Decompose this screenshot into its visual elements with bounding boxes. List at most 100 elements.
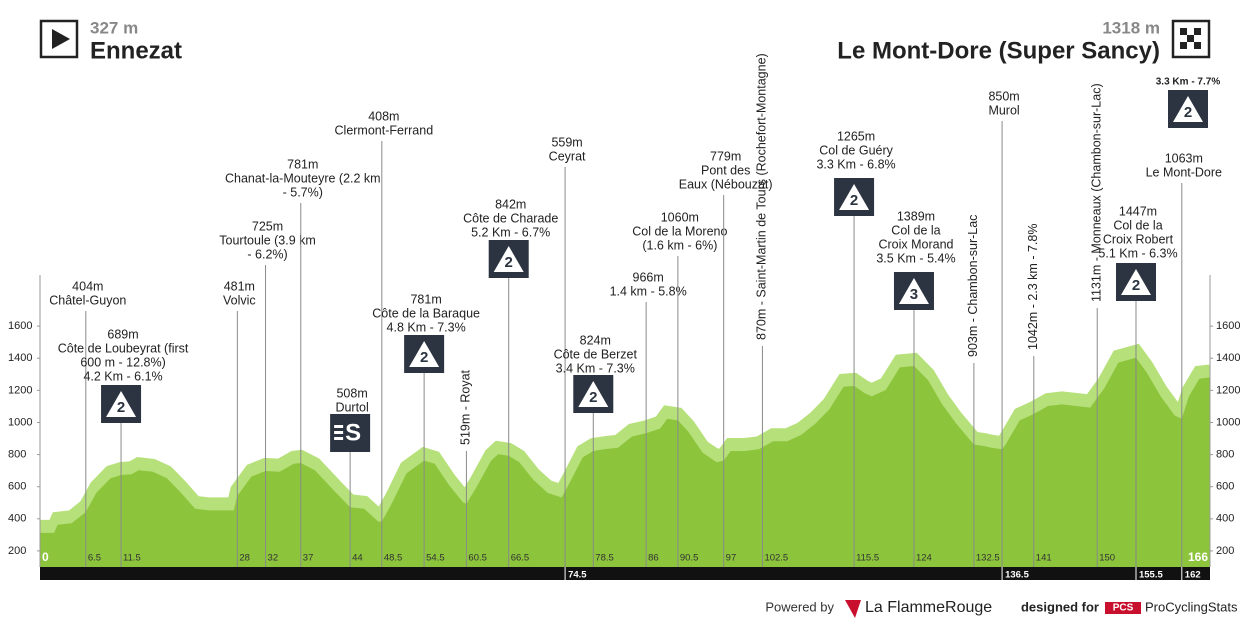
y-tick-label: 1400: [1216, 352, 1240, 364]
climb-label: 408m: [368, 109, 399, 123]
rotated-label: 903m - Chambon-sur-Lac: [966, 215, 980, 357]
y-tick-label: 400: [8, 513, 26, 525]
profile-edge: [40, 343, 1210, 534]
climb-label: 4.2 Km - 6.1%: [83, 369, 162, 383]
finish-town: Le Mont-Dore (Super Sancy): [837, 37, 1160, 64]
pcs-text: PCS: [1113, 603, 1134, 614]
climb-label: Murol: [988, 103, 1019, 117]
climb-label: Côte de la Baraque: [372, 306, 480, 320]
finish-climb: 3.3 Km - 7.7%: [1156, 77, 1221, 88]
climb-badge: 2: [101, 385, 142, 423]
climb-label: Côte de Berzet: [554, 347, 638, 361]
rotated-label: 870m - Saint-Martin de Tours (Rochefort-…: [755, 53, 769, 340]
badge-label: S: [345, 419, 361, 446]
climb-label: 1063m: [1165, 151, 1203, 165]
climb-badge: S: [330, 414, 371, 452]
badge-mountain: [839, 184, 870, 210]
y-tick-label: 800: [8, 448, 26, 460]
climb-label: 966m: [633, 270, 664, 284]
climb-badge: 2: [1115, 263, 1156, 301]
x-tick-label: 132.5: [976, 553, 1000, 564]
pcs-logo: [1105, 602, 1141, 614]
badge-mountain: [493, 246, 524, 272]
climb-label: 3.4 Km - 7.3%: [556, 361, 635, 375]
rotated-label: 519m - Royat: [459, 369, 473, 445]
designed-for: designed for: [1021, 599, 1099, 614]
bar-tick-label: 74.5: [568, 570, 587, 581]
climb-label: Col de Guéry: [819, 143, 893, 157]
climb-label: Durtol: [335, 400, 368, 414]
climb-label: Tourtoule (3.9 km: [219, 233, 316, 247]
climb-label: 3.3 Km - 6.8%: [816, 157, 895, 171]
climb-badge: 2: [834, 178, 875, 216]
x-tick-label: 124: [916, 553, 932, 564]
badge-label: 2: [589, 389, 597, 406]
climb-label: 3.5 Km - 5.4%: [876, 251, 955, 265]
badge-mountain: [409, 341, 440, 367]
x-tick-label: 32: [268, 553, 279, 564]
finish-icon: [1171, 19, 1211, 59]
climb-label: Eaux (Nébouzat): [679, 177, 773, 191]
climb-label: Croix Robert: [1103, 232, 1174, 246]
climb-label: 4.8 Km - 7.3%: [387, 320, 466, 334]
x-tick-label: 11.5: [123, 553, 141, 564]
climb-label: 1265m: [837, 129, 875, 143]
climb-badge: 2: [573, 375, 614, 413]
climb-label: 850m: [988, 89, 1019, 103]
profile-floor: [40, 557, 1210, 567]
badge-label: 2: [1184, 104, 1192, 121]
x-tick-label: 0: [42, 550, 49, 564]
climb-label: 559m: [551, 135, 582, 149]
climb-label: - 6.2%): [247, 247, 287, 261]
sprint-stripe: [334, 431, 344, 434]
climb-label: Croix Morand: [878, 237, 953, 251]
bar-tick-label: 136.5: [1005, 570, 1029, 581]
climb-label: 1060m: [661, 210, 699, 224]
badge-mountain: [578, 381, 609, 407]
badge-label: 2: [850, 192, 858, 209]
climb-label: 404m: [72, 279, 103, 293]
start-town: Ennezat: [90, 37, 182, 64]
climb-label: Ceyrat: [549, 149, 586, 163]
climb-label: 842m: [495, 197, 526, 211]
x-tick-label: 66.5: [511, 553, 530, 564]
x-tick-label: 166: [1188, 550, 1208, 564]
x-tick-label: 90.5: [680, 553, 699, 564]
climb-label: 600 m - 12.8%): [80, 355, 165, 369]
rotated-label: 1042m - 2.3 km - 7.8%: [1026, 224, 1040, 350]
x-tick-label: 97: [726, 553, 737, 564]
climb-label: 1.4 km - 5.8%: [610, 284, 687, 298]
badge-mountain: [106, 391, 137, 417]
climb-label: Pont des: [701, 163, 750, 177]
y-tick-label: 600: [8, 481, 26, 493]
climb-label: (1.6 km - 6%): [642, 238, 717, 252]
x-tick-label: 141: [1036, 553, 1052, 564]
x-tick-label: 150: [1099, 553, 1115, 564]
climb-badge: 2: [404, 335, 445, 373]
bar-tick-label: 155.5: [1139, 570, 1163, 581]
bar-tick-label: 162: [1185, 570, 1201, 581]
y-tick-label: 1600: [1216, 320, 1240, 332]
badge-mountain: [898, 278, 929, 304]
badge-label: 3: [910, 286, 918, 303]
badge-mountain: [1173, 96, 1203, 122]
climb-label: Col de la: [1113, 218, 1162, 232]
x-tick-label: 115.5: [856, 553, 879, 564]
y-tick-label: 1600: [8, 320, 32, 332]
x-tick-label: 28: [239, 553, 250, 564]
x-tick-label: 37: [303, 553, 314, 564]
climb-label: Côte de Loubeyrat (first: [58, 341, 189, 355]
badge-label: 2: [117, 399, 125, 416]
x-tick-label: 48.5: [384, 553, 403, 564]
y-tick-label: 800: [1216, 448, 1234, 460]
badge-mountain: [1120, 269, 1151, 295]
rotated-label: 1131m - Monneaux (Chambon-sur-Lac): [1090, 83, 1104, 302]
x-tick-label: 78.5: [595, 553, 614, 564]
powered-by: Powered by: [765, 599, 834, 614]
climb-badge: 2: [1168, 90, 1208, 128]
y-tick-label: 600: [1216, 481, 1234, 493]
y-tick-label: 400: [1216, 513, 1234, 525]
pcs-name: ProCyclingStats: [1145, 599, 1238, 614]
finish-elevation: 1318 m: [1102, 18, 1160, 37]
